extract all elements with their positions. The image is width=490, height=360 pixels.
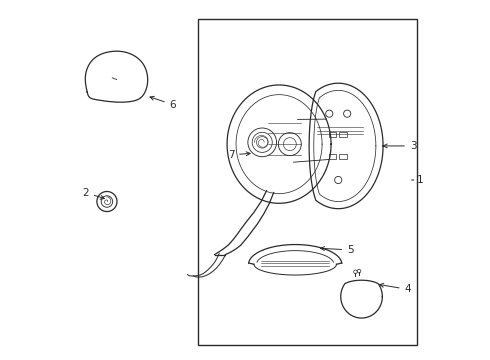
Text: 6: 6 (150, 96, 176, 110)
Text: 1: 1 (416, 175, 423, 185)
Text: 7: 7 (228, 150, 250, 160)
Bar (339, 154, 347, 159)
Bar (339, 132, 347, 137)
Text: 2: 2 (82, 188, 104, 199)
Text: 5: 5 (320, 245, 354, 255)
Text: 4: 4 (380, 283, 411, 294)
Text: 3: 3 (383, 141, 416, 151)
Bar (329, 132, 337, 137)
Bar (329, 154, 337, 159)
Bar (198, 19, 417, 345)
